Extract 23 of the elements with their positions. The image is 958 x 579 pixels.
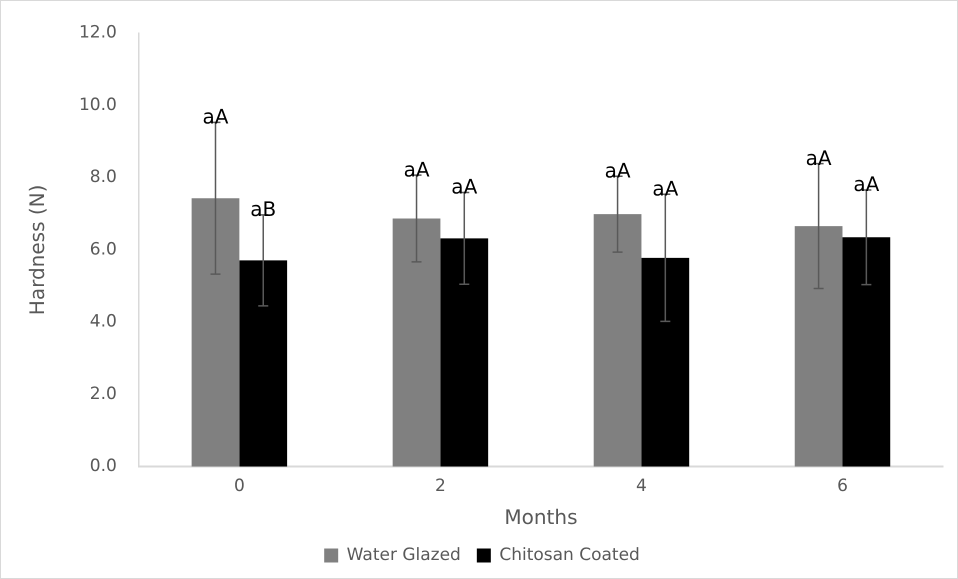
y-tick-label: 12.0 xyxy=(78,22,117,43)
legend-label: Chitosan Coated xyxy=(499,544,640,565)
annotation: aA xyxy=(202,104,229,129)
x-tick-label: 0 xyxy=(234,476,245,496)
annotation: aA xyxy=(806,146,832,170)
x-tick-label: 4 xyxy=(636,476,647,496)
x-tick-label: 6 xyxy=(837,476,848,496)
annotation: aA xyxy=(604,158,631,182)
x-axis-title: Months xyxy=(504,505,578,530)
legend-label: Water Glazed xyxy=(346,544,461,565)
annotation: aA xyxy=(451,174,478,199)
annotation: aA xyxy=(853,172,880,196)
annotation: aA xyxy=(404,157,430,182)
y-tick-label: 0.0 xyxy=(90,456,117,476)
y-axis-title: Hardness (N) xyxy=(25,184,50,316)
y-tick-label: 4.0 xyxy=(90,312,117,332)
x-tick-label: 2 xyxy=(434,476,446,496)
y-tick-label: 2.0 xyxy=(90,384,117,404)
y-tick-label: 6.0 xyxy=(90,239,117,260)
annotation: aB xyxy=(250,197,276,222)
y-tick-label: 10.0 xyxy=(78,94,117,115)
y-tick-label: 8.0 xyxy=(90,167,117,188)
annotation: aA xyxy=(652,176,679,200)
